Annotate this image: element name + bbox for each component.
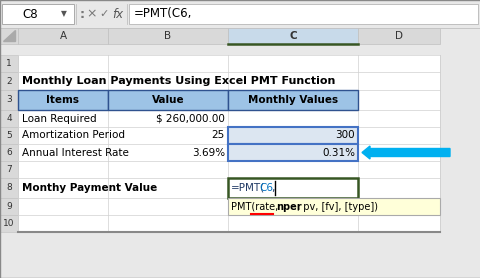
Polygon shape [3,30,15,41]
Text: , pv, [fv], [type]): , pv, [fv], [type]) [296,202,377,212]
Text: ✓: ✓ [99,9,108,19]
Bar [228,127,357,144]
Bar [228,90,357,110]
Text: C6: C6 [258,183,273,193]
Text: ▼: ▼ [61,9,67,19]
Text: 5: 5 [6,131,12,140]
Text: 300: 300 [335,130,354,140]
Bar [18,110,439,127]
Bar [129,4,477,24]
FancyArrow shape [361,146,449,159]
Text: ,: , [270,183,274,193]
Text: $ 260,000.00: $ 260,000.00 [156,113,225,123]
Text: Value: Value [151,95,184,105]
Bar [18,215,439,232]
Bar [18,72,439,90]
Text: 6: 6 [6,148,12,157]
Text: 10: 10 [3,219,15,228]
Text: 4: 4 [6,114,12,123]
Text: Amortization Period: Amortization Period [22,130,125,140]
Text: Items: Items [47,95,79,105]
Bar [228,198,439,215]
Text: B: B [164,31,171,41]
Bar [357,28,439,44]
Bar [18,90,439,110]
Bar [228,144,357,161]
Text: 1: 1 [6,59,12,68]
Bar [0,72,18,90]
Text: ×: × [86,8,97,21]
Bar [18,178,439,198]
Bar [18,127,439,144]
Text: C: C [288,31,296,41]
Bar [18,161,439,178]
Bar [108,90,228,110]
Bar [18,144,439,161]
Text: fx: fx [112,8,123,21]
Text: Annual Interest Rate: Annual Interest Rate [22,148,129,158]
Text: =PMT(C6,: =PMT(C6, [134,8,192,21]
Bar [0,55,18,72]
Text: 3.69%: 3.69% [192,148,225,158]
Bar [228,178,357,198]
Bar [0,90,18,110]
Text: nper: nper [276,202,301,212]
Text: Monthly Values: Monthly Values [247,95,337,105]
Bar [18,28,108,44]
Bar [0,178,18,198]
Text: D: D [394,31,402,41]
Bar [18,198,439,215]
Text: Loan Required: Loan Required [22,113,96,123]
Text: 25: 25 [211,130,225,140]
Bar [0,161,18,178]
Text: Monthy Payment Value: Monthy Payment Value [22,183,157,193]
Text: 7: 7 [6,165,12,174]
Text: 2: 2 [6,76,12,86]
Bar [0,110,18,127]
Text: 3: 3 [6,96,12,105]
Bar [18,55,439,72]
Bar [228,28,357,44]
Text: :: : [79,8,84,21]
Text: Monthly Loan Payments Using Excel PMT Function: Monthly Loan Payments Using Excel PMT Fu… [22,76,335,86]
Text: A: A [60,31,66,41]
Text: =PMT(: =PMT( [230,183,264,193]
Text: C8: C8 [22,8,38,21]
Bar [108,28,228,44]
Text: PMT(rate,: PMT(rate, [230,202,281,212]
Bar [0,198,18,215]
Text: 8: 8 [6,183,12,192]
Text: 0.31%: 0.31% [321,148,354,158]
Bar [0,215,18,232]
Bar [2,4,74,24]
Polygon shape [0,28,18,44]
Bar [18,90,108,110]
Bar [0,0,480,28]
Bar [0,127,18,144]
Bar [0,144,18,161]
Text: 9: 9 [6,202,12,211]
